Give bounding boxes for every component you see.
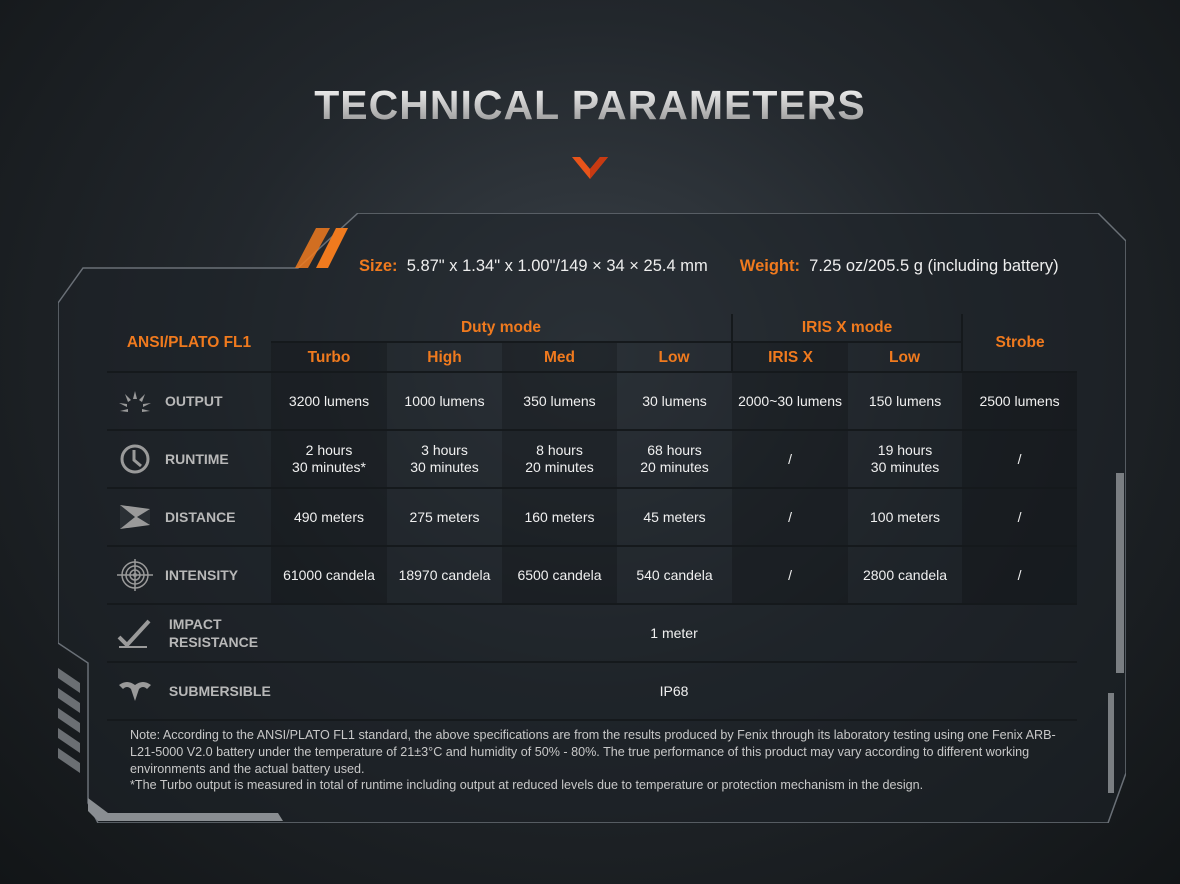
table-cell: 68 hours 20 minutes — [617, 430, 733, 489]
impact-value: 1 meter — [271, 604, 1078, 663]
table-cell: 540 candela — [617, 546, 733, 605]
table-cell: 18970 candela — [387, 546, 502, 605]
row-label-submersible: SUBMERSIBLE — [107, 662, 271, 721]
group-iris-x-mode: IRIS X mode — [732, 314, 964, 343]
table-row: INTENSITY 61000 candela 18970 candela 6500 … — [107, 546, 1078, 605]
chevron-down-icon — [572, 157, 608, 179]
table-cell: / — [732, 488, 849, 547]
distance-icon — [120, 505, 150, 529]
clock-icon — [120, 444, 150, 474]
table-cell: 2 hours 30 minutes* — [271, 430, 387, 489]
table-cell: / — [732, 430, 849, 489]
size-label: Size: — [359, 257, 398, 275]
turbo-footnote: *The Turbo output is measured in total o… — [130, 778, 924, 793]
table-cell: 8 hours 20 minutes — [502, 430, 617, 489]
spec-table: ANSI/PLATO FL1 Duty mode IRIS X mode Str… — [107, 314, 1078, 721]
standard-header: ANSI/PLATO FL1 — [107, 314, 271, 373]
group-duty-mode: Duty mode — [271, 314, 734, 343]
submersible-value: IP68 — [271, 662, 1078, 721]
weight-label: Weight: — [739, 257, 800, 275]
table-cell: 45 meters — [617, 488, 733, 547]
table-cell: 6500 candela — [502, 546, 617, 605]
table-cell: 30 lumens — [617, 372, 733, 431]
sunburst-icon — [119, 391, 151, 412]
table-cell: 100 meters — [848, 488, 963, 547]
table-cell: 3 hours 30 minutes — [387, 430, 502, 489]
table-cell: 61000 candela — [271, 546, 387, 605]
table-cell: / — [962, 546, 1078, 605]
mode-header-low: Low — [617, 342, 734, 373]
note-text: Note: According to the ANSI/PLATO FL1 st… — [130, 728, 1056, 776]
dimensions-line: Size: 5.87" x 1.34" x 1.00"/149 × 34 × 2… — [359, 257, 1059, 276]
size-value: 5.87" x 1.34" x 1.00"/149 × 34 × 25.4 mm — [406, 257, 708, 275]
table-cell: 150 lumens — [848, 372, 963, 431]
row-label-intensity: INTENSITY — [107, 546, 271, 605]
table-cell: / — [962, 430, 1078, 489]
mode-header-iris-x: IRIS X — [732, 342, 849, 373]
row-label-impact: IMPACT RESISTANCE — [107, 604, 271, 663]
row-label-runtime: RUNTIME — [107, 430, 271, 489]
table-cell: 3200 lumens — [271, 372, 387, 431]
table-row: DISTANCE 490 meters 275 meters 160 meters 45… — [107, 488, 1078, 547]
water-drop-icon — [119, 682, 151, 701]
group-strobe: Strobe — [962, 314, 1078, 373]
table-cell: 275 meters — [387, 488, 502, 547]
table-cell: 160 meters — [502, 488, 617, 547]
table-row: OUTPUT 3200 lumens 1000 lumens 350 lumens 30… — [107, 372, 1078, 431]
table-cell: 19 hours 30 minutes — [848, 430, 963, 489]
table-cell: 2000~30 lumens — [732, 372, 849, 431]
weight-value: 7.25 oz/205.5 g (including battery) — [809, 257, 1059, 275]
page-title: TECHNICAL PARAMETERS — [0, 82, 1180, 129]
table-row: RUNTIME 2 hours 30 minutes* 3 hours 30 minut… — [107, 430, 1078, 489]
table-cell: 350 lumens — [502, 372, 617, 431]
mode-header-med: Med — [502, 342, 617, 373]
table-cell: 2800 candela — [848, 546, 963, 605]
table-cell: / — [732, 546, 849, 605]
mode-header-low: Low — [848, 342, 964, 373]
row-label-output: OUTPUT — [107, 372, 271, 431]
table-cell: 2500 lumens — [962, 372, 1078, 431]
mode-header-turbo: Turbo — [271, 342, 387, 373]
table-cell: 490 meters — [271, 488, 387, 547]
table-cell: 1000 lumens — [387, 372, 502, 431]
row-label-distance: DISTANCE — [107, 488, 271, 547]
target-icon — [117, 559, 153, 591]
footnote: Note: According to the ANSI/PLATO FL1 st… — [130, 727, 1060, 794]
impact-check-icon — [117, 619, 151, 648]
mode-header-high: High — [387, 342, 502, 373]
table-cell: / — [962, 488, 1078, 547]
